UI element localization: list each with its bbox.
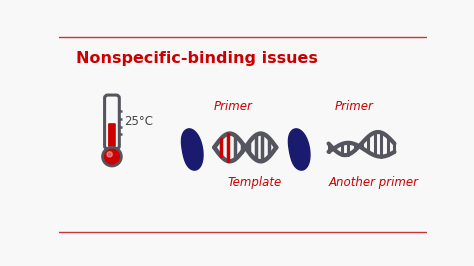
Circle shape (107, 152, 112, 157)
Text: Primer: Primer (334, 100, 373, 113)
Text: Primer: Primer (214, 100, 253, 113)
Text: Another primer: Another primer (328, 176, 418, 189)
Polygon shape (288, 129, 310, 170)
Circle shape (105, 149, 119, 164)
Circle shape (102, 147, 122, 167)
Polygon shape (182, 129, 203, 170)
Text: 25°C: 25°C (124, 115, 153, 128)
FancyBboxPatch shape (105, 95, 119, 149)
FancyBboxPatch shape (108, 123, 116, 147)
Text: Template: Template (228, 176, 282, 189)
Text: Nonspecific-binding issues: Nonspecific-binding issues (76, 51, 318, 66)
